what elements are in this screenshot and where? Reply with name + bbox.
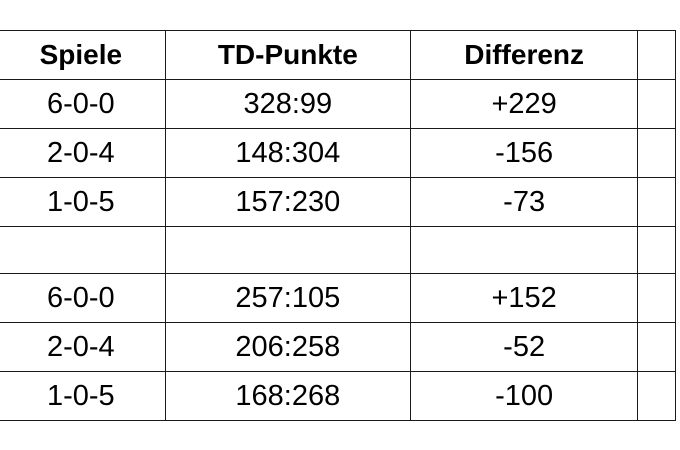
- cell-td-points: 148:304: [164, 128, 411, 178]
- cell-difference: -52: [409, 322, 639, 372]
- standings-table: Spiele TD-Punkte Differenz 6-0-0 328:99 …: [0, 30, 676, 421]
- cell-td-points: 257:105: [164, 273, 411, 323]
- cell-difference: [409, 226, 639, 274]
- cell-td-points: 206:258: [164, 322, 411, 372]
- cell-td-points: 157:230: [164, 177, 411, 227]
- cell-games: 1-0-5: [0, 371, 166, 421]
- table-row: 2-0-4 206:258 -52: [0, 322, 676, 372]
- cell-difference: -156: [409, 128, 639, 178]
- cell-difference: +152: [409, 273, 639, 323]
- cell-extra: [637, 371, 676, 421]
- cell-extra: [637, 273, 676, 323]
- table-row: 6-0-0 328:99 +229: [0, 79, 676, 129]
- cell-games: 6-0-0: [0, 79, 166, 129]
- cell-td-points: 328:99: [164, 79, 411, 129]
- cell-difference: -73: [409, 177, 639, 227]
- header-extra: [637, 30, 676, 80]
- header-td-points: TD-Punkte: [164, 30, 411, 80]
- cell-extra: [637, 322, 676, 372]
- cell-games: 2-0-4: [0, 128, 166, 178]
- cell-difference: -100: [409, 371, 639, 421]
- cell-td-points: [164, 226, 411, 274]
- cell-difference: +229: [409, 79, 639, 129]
- table-row: 2-0-4 148:304 -156: [0, 128, 676, 178]
- cell-extra: [637, 128, 676, 178]
- header-games: Spiele: [0, 30, 166, 80]
- table-row: 1-0-5 157:230 -73: [0, 177, 676, 227]
- cell-games: 6-0-0: [0, 273, 166, 323]
- header-difference: Differenz: [409, 30, 639, 80]
- header-row: Spiele TD-Punkte Differenz: [0, 30, 676, 80]
- cell-extra: [637, 177, 676, 227]
- table-row: 1-0-5 168:268 -100: [0, 371, 676, 421]
- cell-games: 1-0-5: [0, 177, 166, 227]
- cell-td-points: 168:268: [164, 371, 411, 421]
- table-row: 6-0-0 257:105 +152: [0, 273, 676, 323]
- cell-games: 2-0-4: [0, 322, 166, 372]
- cell-extra: [637, 79, 676, 129]
- cell-extra: [637, 226, 676, 274]
- table-row-spacer: [0, 226, 676, 274]
- cell-games: [0, 226, 166, 274]
